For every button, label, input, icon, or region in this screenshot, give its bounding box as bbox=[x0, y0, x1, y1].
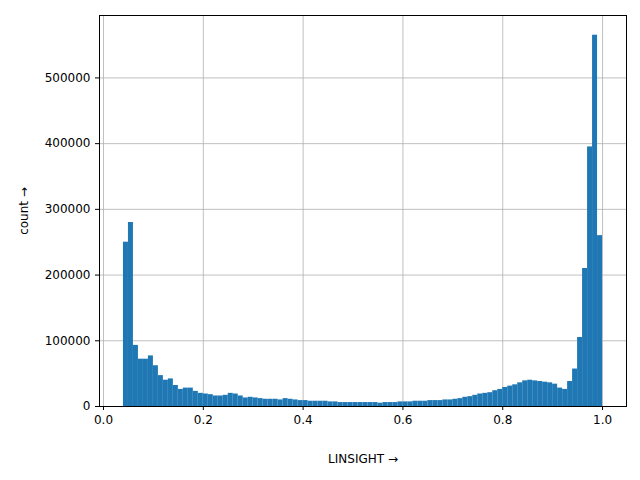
svg-text:400000: 400000 bbox=[45, 136, 91, 150]
svg-text:0.0: 0.0 bbox=[94, 413, 113, 427]
svg-text:0.2: 0.2 bbox=[194, 413, 213, 427]
svg-text:count →: count → bbox=[17, 187, 31, 235]
svg-text:0.6: 0.6 bbox=[393, 413, 412, 427]
svg-text:0: 0 bbox=[83, 399, 91, 413]
svg-text:100000: 100000 bbox=[45, 334, 91, 348]
svg-text:200000: 200000 bbox=[45, 268, 91, 282]
svg-text:0.4: 0.4 bbox=[294, 413, 313, 427]
svg-text:500000: 500000 bbox=[45, 71, 91, 85]
svg-text:LINSIGHT →: LINSIGHT → bbox=[328, 452, 398, 466]
svg-text:300000: 300000 bbox=[45, 202, 91, 216]
svg-text:0.8: 0.8 bbox=[493, 413, 512, 427]
svg-text:1.0: 1.0 bbox=[593, 413, 612, 427]
